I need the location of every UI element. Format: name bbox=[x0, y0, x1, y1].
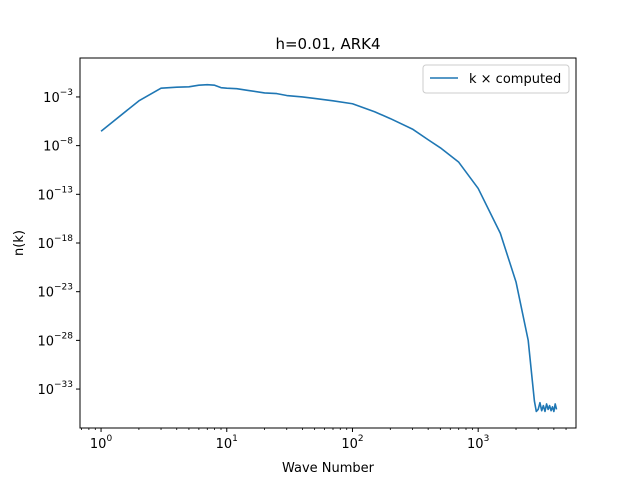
x-tick-label: 101 bbox=[216, 434, 238, 452]
y-axis-label: n(k) bbox=[12, 230, 27, 256]
chart-title: h=0.01, ARK4 bbox=[275, 35, 380, 53]
y-tick-label: 10−33 bbox=[37, 380, 73, 398]
y-tick-label: 10−18 bbox=[37, 234, 73, 252]
y-axis-ticks: 10−3 10−8 10−13 10−18 10−23 10−28 10−33 bbox=[37, 88, 80, 398]
series-line bbox=[100, 83, 558, 413]
x-tick-label: 103 bbox=[467, 434, 489, 452]
x-axis-label: Wave Number bbox=[282, 461, 375, 476]
plot-frame bbox=[79, 57, 577, 429]
legend: k × computed bbox=[422, 64, 570, 94]
x-tick-label: 100 bbox=[90, 434, 113, 452]
x-axis-ticks: 100 101 102 103 bbox=[81, 428, 567, 452]
series-layer bbox=[100, 83, 558, 413]
y-tick-label: 10−13 bbox=[37, 185, 73, 203]
x-tick-label: 102 bbox=[341, 434, 363, 452]
legend-box bbox=[422, 64, 570, 94]
y-tick-label: 10−3 bbox=[43, 88, 73, 106]
legend-label: k × computed bbox=[469, 72, 561, 87]
y-tick-label: 10−28 bbox=[37, 331, 73, 349]
y-tick-label: 10−23 bbox=[37, 283, 73, 301]
y-tick-label: 10−8 bbox=[43, 137, 73, 155]
plot-area: 100 101 102 103 10−3 10−8 10−13 10−18 10−23 10−2… bbox=[37, 57, 577, 452]
